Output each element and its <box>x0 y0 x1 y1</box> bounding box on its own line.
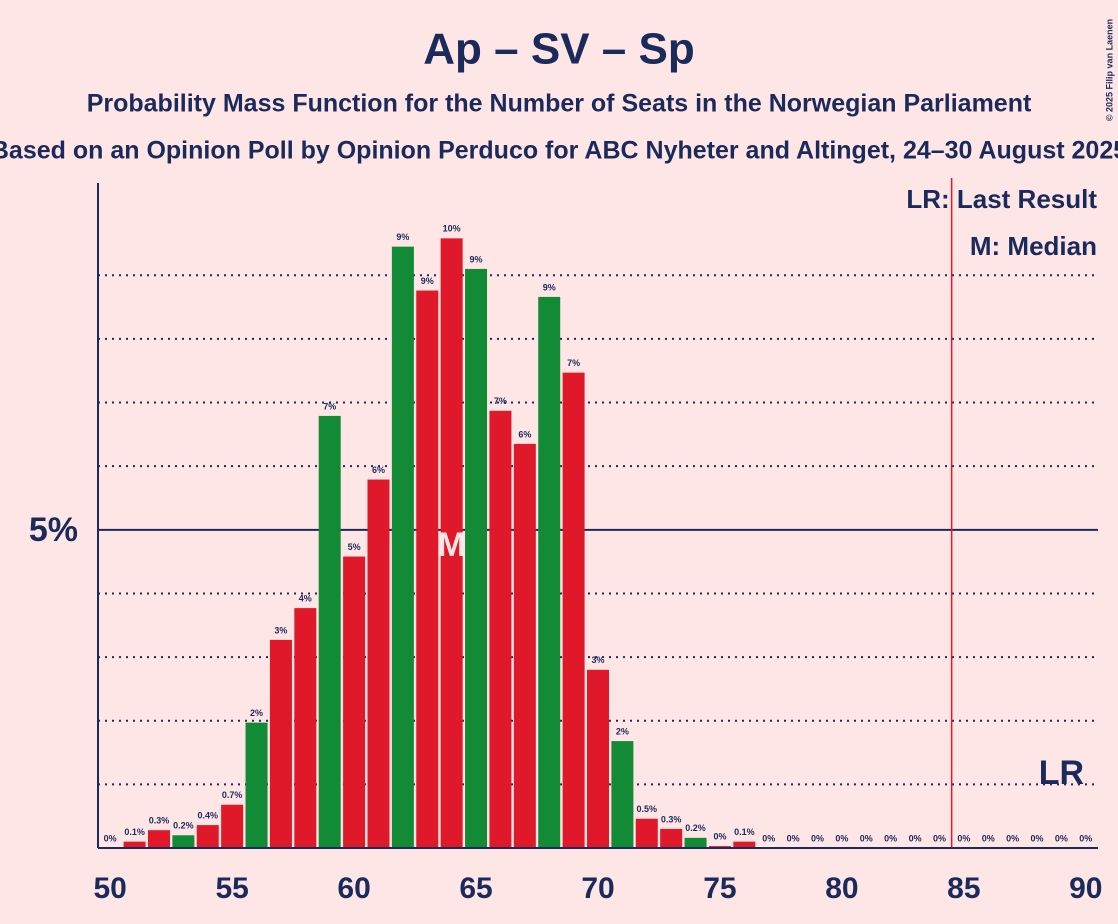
bar <box>733 841 756 848</box>
value-label: 9% <box>421 276 434 286</box>
value-label: 0.1% <box>734 827 755 837</box>
legend-entry: M: Median <box>970 231 1097 261</box>
bar <box>147 830 170 848</box>
bar <box>269 639 292 848</box>
x-tick-label: 65 <box>459 872 492 905</box>
y-tick-label: 5% <box>29 511 78 549</box>
value-label: 0% <box>884 833 897 843</box>
x-tick-label: 70 <box>581 872 614 905</box>
bar <box>416 290 439 849</box>
bar <box>221 804 244 848</box>
median-marker: M <box>437 526 465 564</box>
value-label: 9% <box>543 282 556 292</box>
value-label: 0% <box>811 833 824 843</box>
x-tick-label: 80 <box>825 872 858 905</box>
bar <box>489 410 512 848</box>
value-label: 0.2% <box>685 823 706 833</box>
chart-subtitle: Probability Mass Function for the Number… <box>87 90 1032 118</box>
copyright: © 2025 Filip van Laenen <box>1104 19 1114 121</box>
value-label: 0% <box>1031 833 1044 843</box>
value-label: 0% <box>713 831 726 841</box>
value-label: 0% <box>1055 833 1068 843</box>
value-label: 7% <box>567 358 580 368</box>
bar <box>538 296 561 849</box>
x-tick-label: 55 <box>215 872 248 905</box>
value-label: 4% <box>299 593 312 603</box>
x-tick-label: 85 <box>947 872 980 905</box>
bar <box>611 741 634 848</box>
value-label: 0.3% <box>661 814 682 824</box>
bar <box>660 828 683 848</box>
value-label: 0.2% <box>173 821 194 831</box>
value-label: 0.4% <box>197 810 218 820</box>
value-label: 0% <box>909 833 922 843</box>
value-label: 0% <box>104 833 117 843</box>
value-label: 0% <box>957 833 970 843</box>
value-label: 0% <box>982 833 995 843</box>
bar <box>123 841 146 848</box>
value-label: 0% <box>787 833 800 843</box>
value-label: 3% <box>591 655 604 665</box>
bar <box>172 835 195 848</box>
value-label: 0% <box>1006 833 1019 843</box>
bar <box>391 246 414 849</box>
value-label: 0% <box>860 833 873 843</box>
value-label: 5% <box>348 542 361 552</box>
x-tick-label: 90 <box>1069 872 1102 905</box>
value-label: 0% <box>933 833 946 843</box>
bar <box>318 415 341 848</box>
value-label: 7% <box>494 396 507 406</box>
last-result-label: LR <box>1039 754 1084 792</box>
bar <box>343 556 366 848</box>
bar <box>440 238 463 848</box>
value-label: 0.7% <box>222 790 243 800</box>
legend-entry: LR: Last Result <box>906 184 1097 214</box>
x-tick-label: 50 <box>94 872 127 905</box>
bar <box>562 372 585 848</box>
value-label: 2% <box>250 708 263 718</box>
bar <box>294 608 317 848</box>
value-label: 0.3% <box>149 816 170 826</box>
chart-subtitle: Based on an Opinion Poll by Opinion Perd… <box>0 137 1118 165</box>
value-label: 0% <box>835 833 848 843</box>
value-label: 10% <box>443 224 461 234</box>
bar <box>587 669 609 848</box>
value-label: 6% <box>372 465 385 475</box>
value-label: 0% <box>1079 833 1092 843</box>
bar <box>684 837 707 848</box>
bar <box>367 479 390 848</box>
value-label: 9% <box>396 232 409 242</box>
value-label: 0% <box>762 833 775 843</box>
value-label: 7% <box>323 401 336 411</box>
value-label: 9% <box>470 254 483 264</box>
value-label: 2% <box>616 726 629 736</box>
x-tick-label: 60 <box>337 872 370 905</box>
bar <box>465 268 488 849</box>
value-label: 6% <box>518 429 531 439</box>
bar <box>245 722 268 848</box>
value-label: 0.5% <box>637 804 658 814</box>
value-label: 3% <box>274 625 287 635</box>
value-label: 0.1% <box>124 827 145 837</box>
chart-title: Ap – SV – Sp <box>423 25 694 74</box>
x-tick-label: 75 <box>703 872 736 905</box>
bar <box>513 443 536 848</box>
bar <box>196 825 219 848</box>
bar <box>635 818 658 848</box>
